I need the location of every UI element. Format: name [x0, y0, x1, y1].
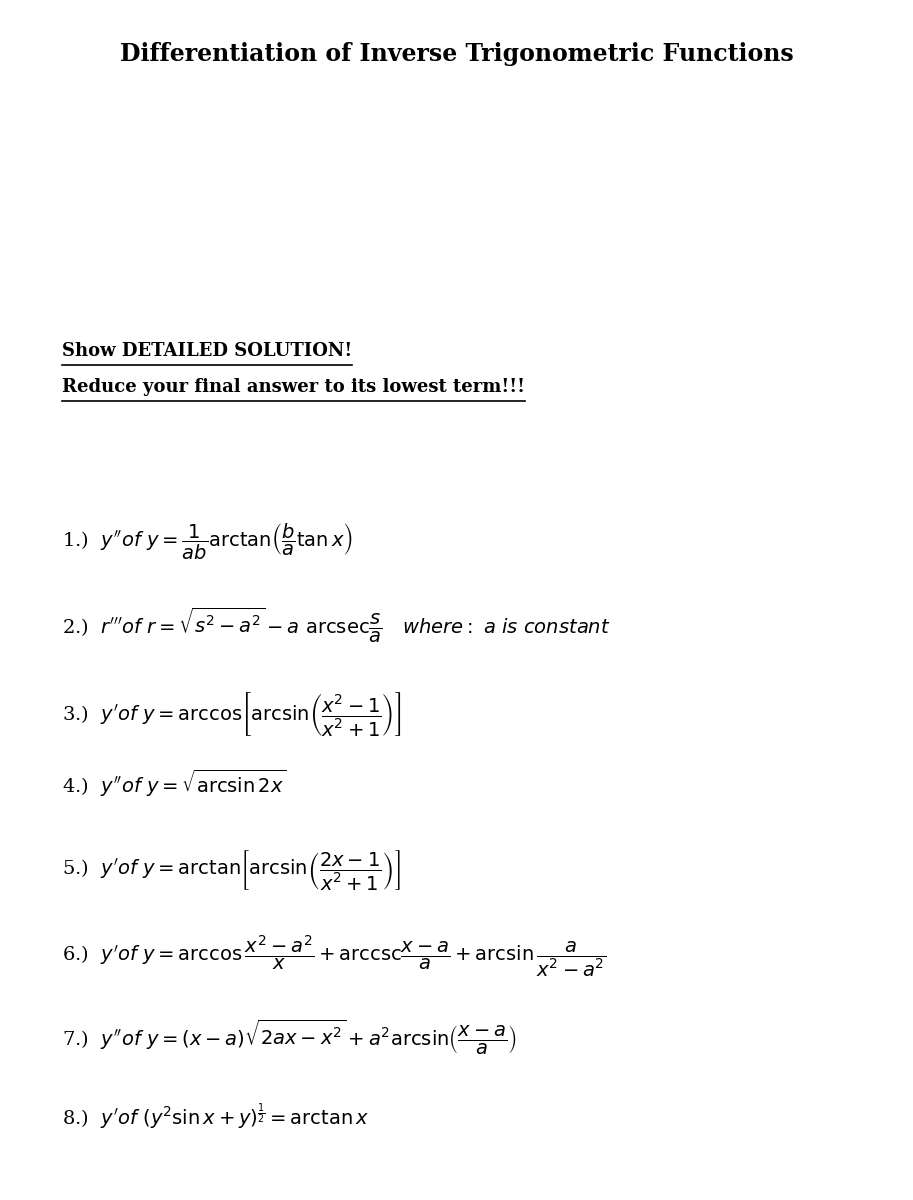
Text: 6.)  $y'of\ y = \arccos\dfrac{x^2-a^2}{x} + \mathrm{arccsc}\dfrac{x-a}{a} + \arc: 6.) $y'of\ y = \arccos\dfrac{x^2-a^2}{x}…	[62, 934, 606, 979]
Text: 2.)  $r'''of\ r = \sqrt{s^2 - a^2} - a\ \mathrm{arcsec}\dfrac{s}{a}$$\quad \math: 2.) $r'''of\ r = \sqrt{s^2 - a^2} - a\ \…	[62, 606, 611, 646]
Text: Show DETAILED SOLUTION!: Show DETAILED SOLUTION!	[62, 342, 352, 360]
Text: 1.)  $y''of\ y = \dfrac{1}{ab}\arctan\!\left(\dfrac{b}{a}\tan x\right)$: 1.) $y''of\ y = \dfrac{1}{ab}\arctan\!\l…	[62, 522, 353, 562]
Text: 3.)  $y'of\ y = \arccos\!\left[\arcsin\!\left(\dfrac{x^2-1}{x^2+1}\right)\right]: 3.) $y'of\ y = \arccos\!\left[\arcsin\!\…	[62, 690, 402, 738]
Text: 8.)  $y'of\ (y^2\sin x + y)^{\frac{1}{2}} = \arctan x$: 8.) $y'of\ (y^2\sin x + y)^{\frac{1}{2}}…	[62, 1102, 370, 1132]
Text: 4.)  $y''of\ y = \sqrt{\arcsin 2x}$: 4.) $y''of\ y = \sqrt{\arcsin 2x}$	[62, 768, 287, 799]
Text: Reduce your final answer to its lowest term!!!: Reduce your final answer to its lowest t…	[62, 378, 525, 396]
Text: 5.)  $y'of\ y = \arctan\!\left[\arcsin\!\left(\dfrac{2x-1}{x^2+1}\right)\right]$: 5.) $y'of\ y = \arctan\!\left[\arcsin\!\…	[62, 848, 401, 893]
Text: 7.)  $y''of\ y = (x - a)\sqrt{2ax - x^2} + a^2\arcsin\!\left(\dfrac{x-a}{a}\righ: 7.) $y''of\ y = (x - a)\sqrt{2ax - x^2} …	[62, 1018, 517, 1057]
Text: Differentiation of Inverse Trigonometric Functions: Differentiation of Inverse Trigonometric…	[120, 42, 793, 66]
